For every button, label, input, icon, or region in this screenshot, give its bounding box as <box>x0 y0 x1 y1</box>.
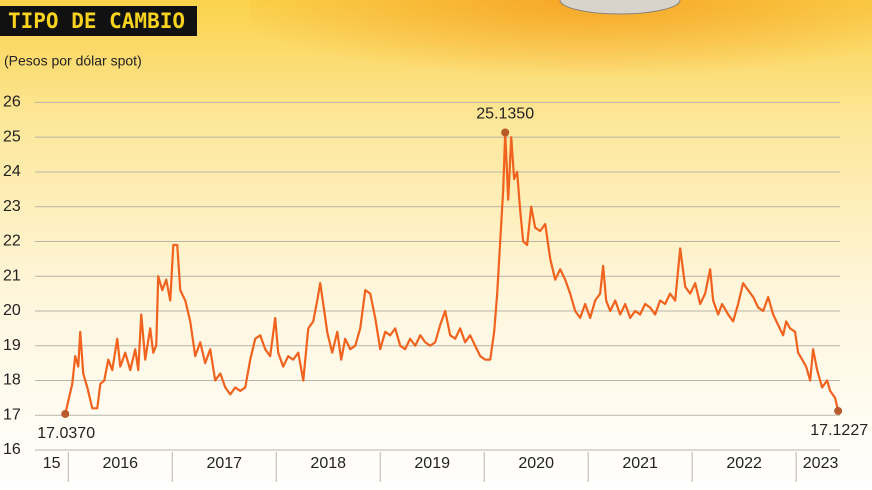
x-band-label: 2016 <box>102 455 138 472</box>
y-tick-label: 23 <box>3 198 21 215</box>
series-line <box>64 131 840 415</box>
x-band-label: 2018 <box>310 455 346 472</box>
point-marker <box>501 128 510 137</box>
point-marker <box>834 406 843 415</box>
value-label: 25.1350 <box>476 106 534 123</box>
y-tick-label: 19 <box>3 337 21 354</box>
chart-subtitle: (Pesos por dólar spot) <box>4 53 142 69</box>
coin-decoration <box>559 0 681 15</box>
x-band-label: 15 <box>43 455 61 472</box>
y-tick-label: 26 <box>3 94 21 111</box>
y-tick-label: 20 <box>3 302 21 319</box>
value-label: 17.0370 <box>37 425 95 442</box>
value-label: 17.1227 <box>810 422 868 439</box>
y-tick-label: 21 <box>3 267 21 284</box>
y-tick-label: 25 <box>3 128 21 145</box>
y-tick-label: 17 <box>3 406 21 423</box>
x-band-label: 2019 <box>414 455 450 472</box>
chart-title: TIPO DE CAMBIO <box>8 9 185 33</box>
x-band-label: 2023 <box>803 455 839 472</box>
x-band-label: 2020 <box>518 455 554 472</box>
x-band-label: 2021 <box>622 455 658 472</box>
point-marker <box>61 409 70 418</box>
x-band-label: 2017 <box>206 455 242 472</box>
y-tick-label: 16 <box>3 441 21 458</box>
y-tick-label: 24 <box>3 163 21 180</box>
y-tick-label: 22 <box>3 233 21 250</box>
x-band-label: 2022 <box>726 455 762 472</box>
y-tick-label: 18 <box>3 372 21 389</box>
background-glow <box>250 0 872 130</box>
title-box <box>0 6 197 36</box>
